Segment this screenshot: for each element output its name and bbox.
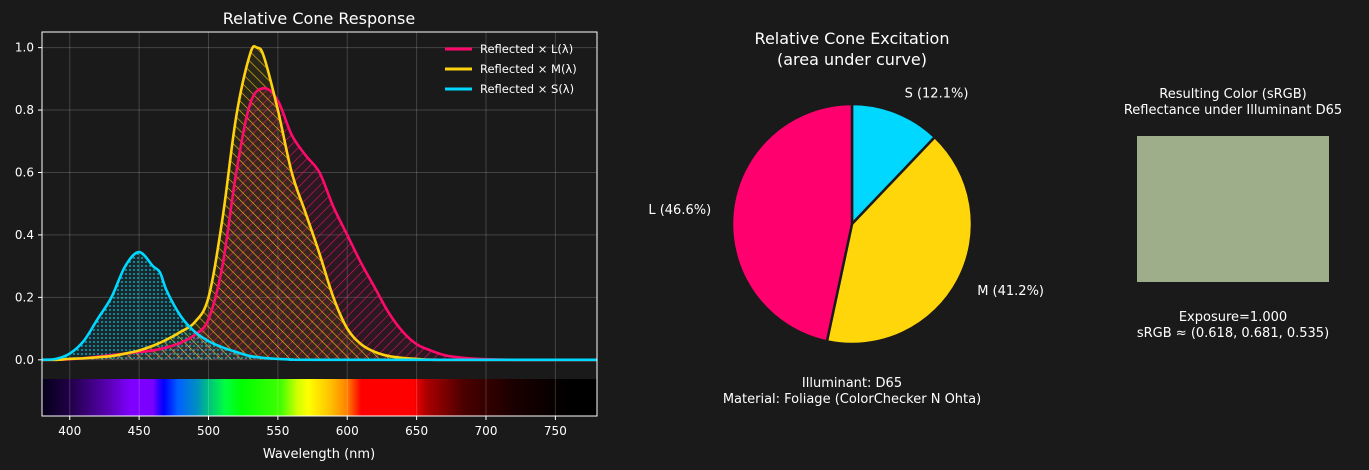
x-axis-label: Wavelength (nm)	[263, 447, 375, 462]
pie-label: S (12.1%)	[905, 87, 969, 102]
y-tick-label: 1.0	[15, 41, 34, 55]
x-tick-label: 400	[58, 424, 81, 438]
y-tick-label: 0.0	[15, 353, 34, 367]
x-axis: 400 450 500 550 600 650 700 750	[58, 416, 567, 438]
series-line-m	[42, 44, 597, 362]
pie-title-line2: (area under curve)	[777, 50, 927, 69]
plot-area	[42, 44, 597, 362]
area-hatch-l	[42, 88, 597, 360]
legend-label: Reflected × S(λ)	[480, 82, 574, 96]
pie-slice	[825, 135, 974, 346]
pie-footer-line2: Material: Foliage (ColorChecker N Ohta)	[723, 392, 981, 407]
swatch-caption-line1: Exposure=1.000	[1179, 310, 1287, 325]
legend-label: Reflected × L(λ)	[480, 42, 573, 56]
pie-slice	[850, 102, 937, 226]
x-tick-label: 550	[266, 424, 289, 438]
swatch-title-line2: Reflectance under Illuminant D65	[1124, 103, 1342, 118]
swatch-title-line1: Resulting Color (sRGB)	[1159, 87, 1306, 102]
x-tick-label: 700	[475, 424, 498, 438]
x-tick-label: 750	[544, 424, 567, 438]
series-line-s	[42, 250, 597, 362]
pie-label: M (41.2%)	[977, 284, 1044, 299]
pie-chart: S (12.1%) M (41.2%) L (46.6%)	[648, 87, 1044, 346]
axes-frame	[41, 31, 598, 417]
x-tick-label: 650	[405, 424, 428, 438]
grid	[42, 32, 597, 416]
color-swatch	[1137, 136, 1329, 282]
swatch-caption-line2: sRGB ≈ (0.618, 0.681, 0.535)	[1137, 326, 1329, 341]
y-tick-label: 0.6	[15, 165, 34, 179]
pie-slice	[730, 102, 854, 343]
spectrum-band	[42, 379, 597, 416]
chart-title: Relative Cone Response	[223, 9, 415, 28]
pie-title-line1: Relative Cone Excitation	[755, 29, 950, 48]
area-hatch-m	[42, 46, 597, 360]
pie-footer-line1: Illuminant: D65	[802, 376, 902, 391]
legend-label: Reflected × M(λ)	[480, 62, 577, 76]
x-tick-label: 450	[128, 424, 151, 438]
x-tick-label: 600	[336, 424, 359, 438]
pie-label: L (46.6%)	[648, 203, 711, 218]
y-axis: 0.0 0.2 0.4 0.6 0.8 1.0	[15, 41, 42, 367]
legend: Reflected × L(λ) Reflected × M(λ) Reflecte…	[445, 42, 577, 96]
y-tick-label: 0.2	[15, 290, 34, 304]
x-tick-label: 500	[197, 424, 220, 438]
y-tick-label: 0.4	[15, 228, 34, 242]
y-tick-label: 0.8	[15, 103, 34, 117]
